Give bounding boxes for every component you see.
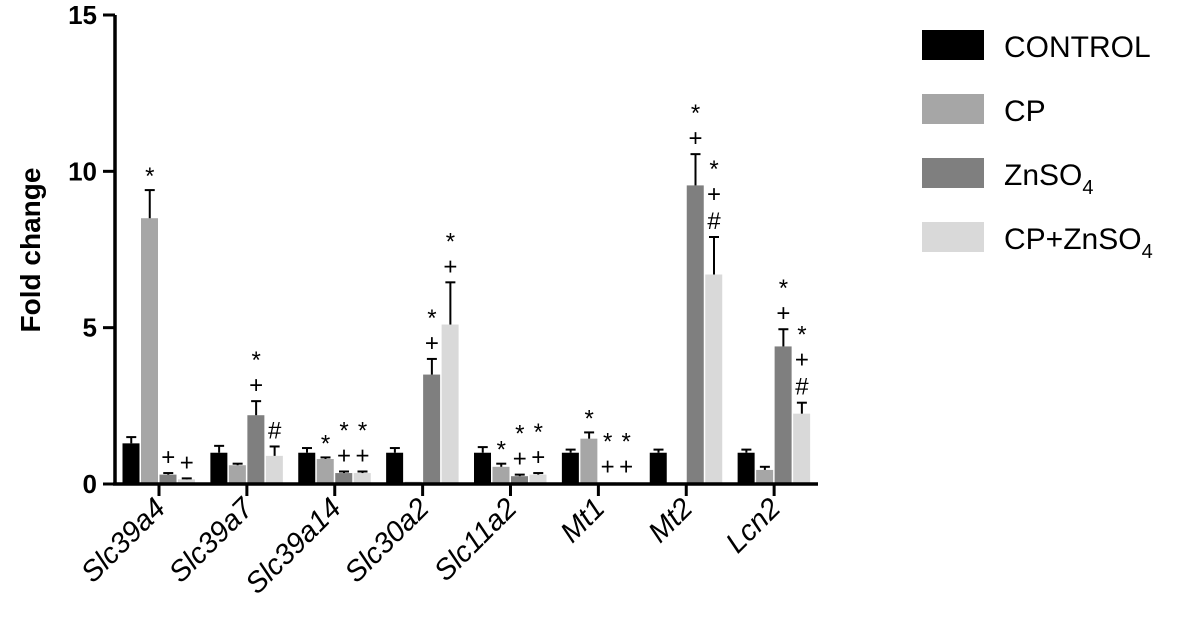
bar-4-slc39a4 [178,479,195,484]
significance-marker: * [251,347,260,374]
bar-2-lcn2 [756,469,774,484]
bar-4-mt2 [705,274,723,484]
significance-marker: # [795,374,809,401]
bar-3-slc30a2 [423,374,441,484]
bar-3-slc39a7 [247,415,265,484]
significance-marker: # [268,417,282,444]
plot-area: *+ +*+# * *+*+*+*+**+*+**+*+*+*+#*+*+# [122,100,811,485]
x-tick-label: Slc39a4 [75,492,172,589]
legend-label-1: CONTROL [1004,31,1151,64]
significance-marker: * [145,163,154,190]
bar-1-mt1 [561,452,579,484]
significance-marker: * [797,322,806,349]
significance-marker: + [707,181,721,208]
significance-marker: * [515,421,524,448]
bar-2-slc39a14 [316,458,334,484]
significance-marker: * [584,405,593,432]
significance-marker: * [691,100,700,127]
x-tick-label: Lcn2 [720,492,787,559]
bar-2-slc39a7 [228,465,246,484]
significance-marker: + [688,125,702,152]
x-tick-label: Mt2 [642,492,699,549]
y-tick-label: 5 [83,313,97,343]
significance-marker: + [776,300,790,327]
bar-3-mt2 [686,185,704,485]
significance-marker: * [427,305,436,332]
bar-1-lcn2 [737,452,755,484]
significance-marker: * [534,419,543,446]
bar-1-mt2 [649,452,667,484]
significance-marker: * [321,430,330,457]
bar-3-slc39a4 [159,474,177,484]
bar-4-slc11a2 [529,474,547,484]
significance-marker: + [425,330,439,357]
legend-swatch-4 [922,222,984,252]
significance-marker: + [531,444,545,471]
bar-1-slc30a2 [386,452,404,484]
significance-marker: + [601,453,615,480]
x-tick-label: Slc30a2 [339,492,436,589]
significance-marker: * [446,228,455,255]
significance-marker: + [180,449,194,476]
bar-1-slc39a14 [298,452,316,484]
bar-1-slc39a7 [210,452,228,484]
bar-2-slc39a4 [141,218,158,484]
x-tick-label: Slc39a14 [240,492,348,600]
legend-label-2: CP [1004,95,1046,128]
bar-4-slc39a7 [265,455,283,484]
significance-marker: + [249,372,263,399]
legend-swatch-3 [922,158,984,188]
significance-marker: * [709,156,718,183]
legend: CONTROL CP ZnSO4 CP+ZnSO4 [922,30,1153,263]
significance-marker: * [339,417,348,444]
bar-2-slc11a2 [492,466,510,484]
bar-4-lcn2 [793,413,811,484]
bar-3-lcn2 [774,346,792,484]
bar-4-slc39a14 [353,473,371,484]
bar-4-slc30a2 [441,324,459,484]
bar-2-mt1 [580,438,598,484]
significance-marker: + [619,453,633,480]
y-axis-label: Fold change [15,168,46,333]
significance-marker: * [603,428,612,455]
legend-label-subscript: 4 [1082,177,1093,199]
legend-swatch-1 [922,30,984,60]
significance-marker: + [161,444,175,471]
x-tick-label: Mt1 [555,492,612,549]
bar-1-slc11a2 [474,452,491,484]
y-tick-label: 10 [68,156,97,186]
significance-marker: + [443,253,457,280]
significance-marker: + [795,347,809,374]
significance-marker: * [621,428,630,455]
bar-1-slc39a4 [122,443,140,484]
significance-marker: + [355,442,369,469]
significance-marker: + [337,442,351,469]
bar-3-slc39a14 [335,473,353,484]
legend-label-subscript: 4 [1142,241,1153,263]
legend-label-3: ZnSO4 [1004,159,1093,199]
significance-marker: + [513,446,527,473]
significance-marker: * [358,417,367,444]
significance-marker: * [779,275,788,302]
legend-label-4: CP+ZnSO4 [1004,223,1153,263]
y-tick-label: 0 [83,469,97,499]
significance-marker: * [497,437,506,464]
y-tick-label: 15 [68,0,97,30]
significance-marker: # [707,208,721,235]
legend-swatch-2 [922,94,984,124]
x-tick-label: Slc11a2 [428,492,523,587]
bar-3-slc11a2 [511,476,528,484]
y-axis: Fold change 0 5 10 15 [15,0,117,499]
